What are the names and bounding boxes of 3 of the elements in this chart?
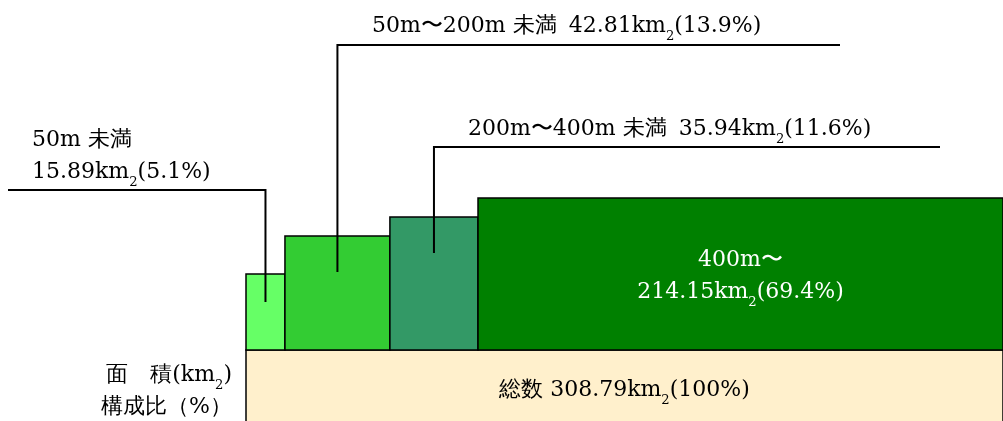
annotation: 総数 308.79km$_{2}$(100%) bbox=[499, 376, 750, 407]
annotation: 面 積(km$_{2}$) bbox=[106, 361, 232, 392]
annotation: 構成比（%） bbox=[101, 393, 232, 418]
